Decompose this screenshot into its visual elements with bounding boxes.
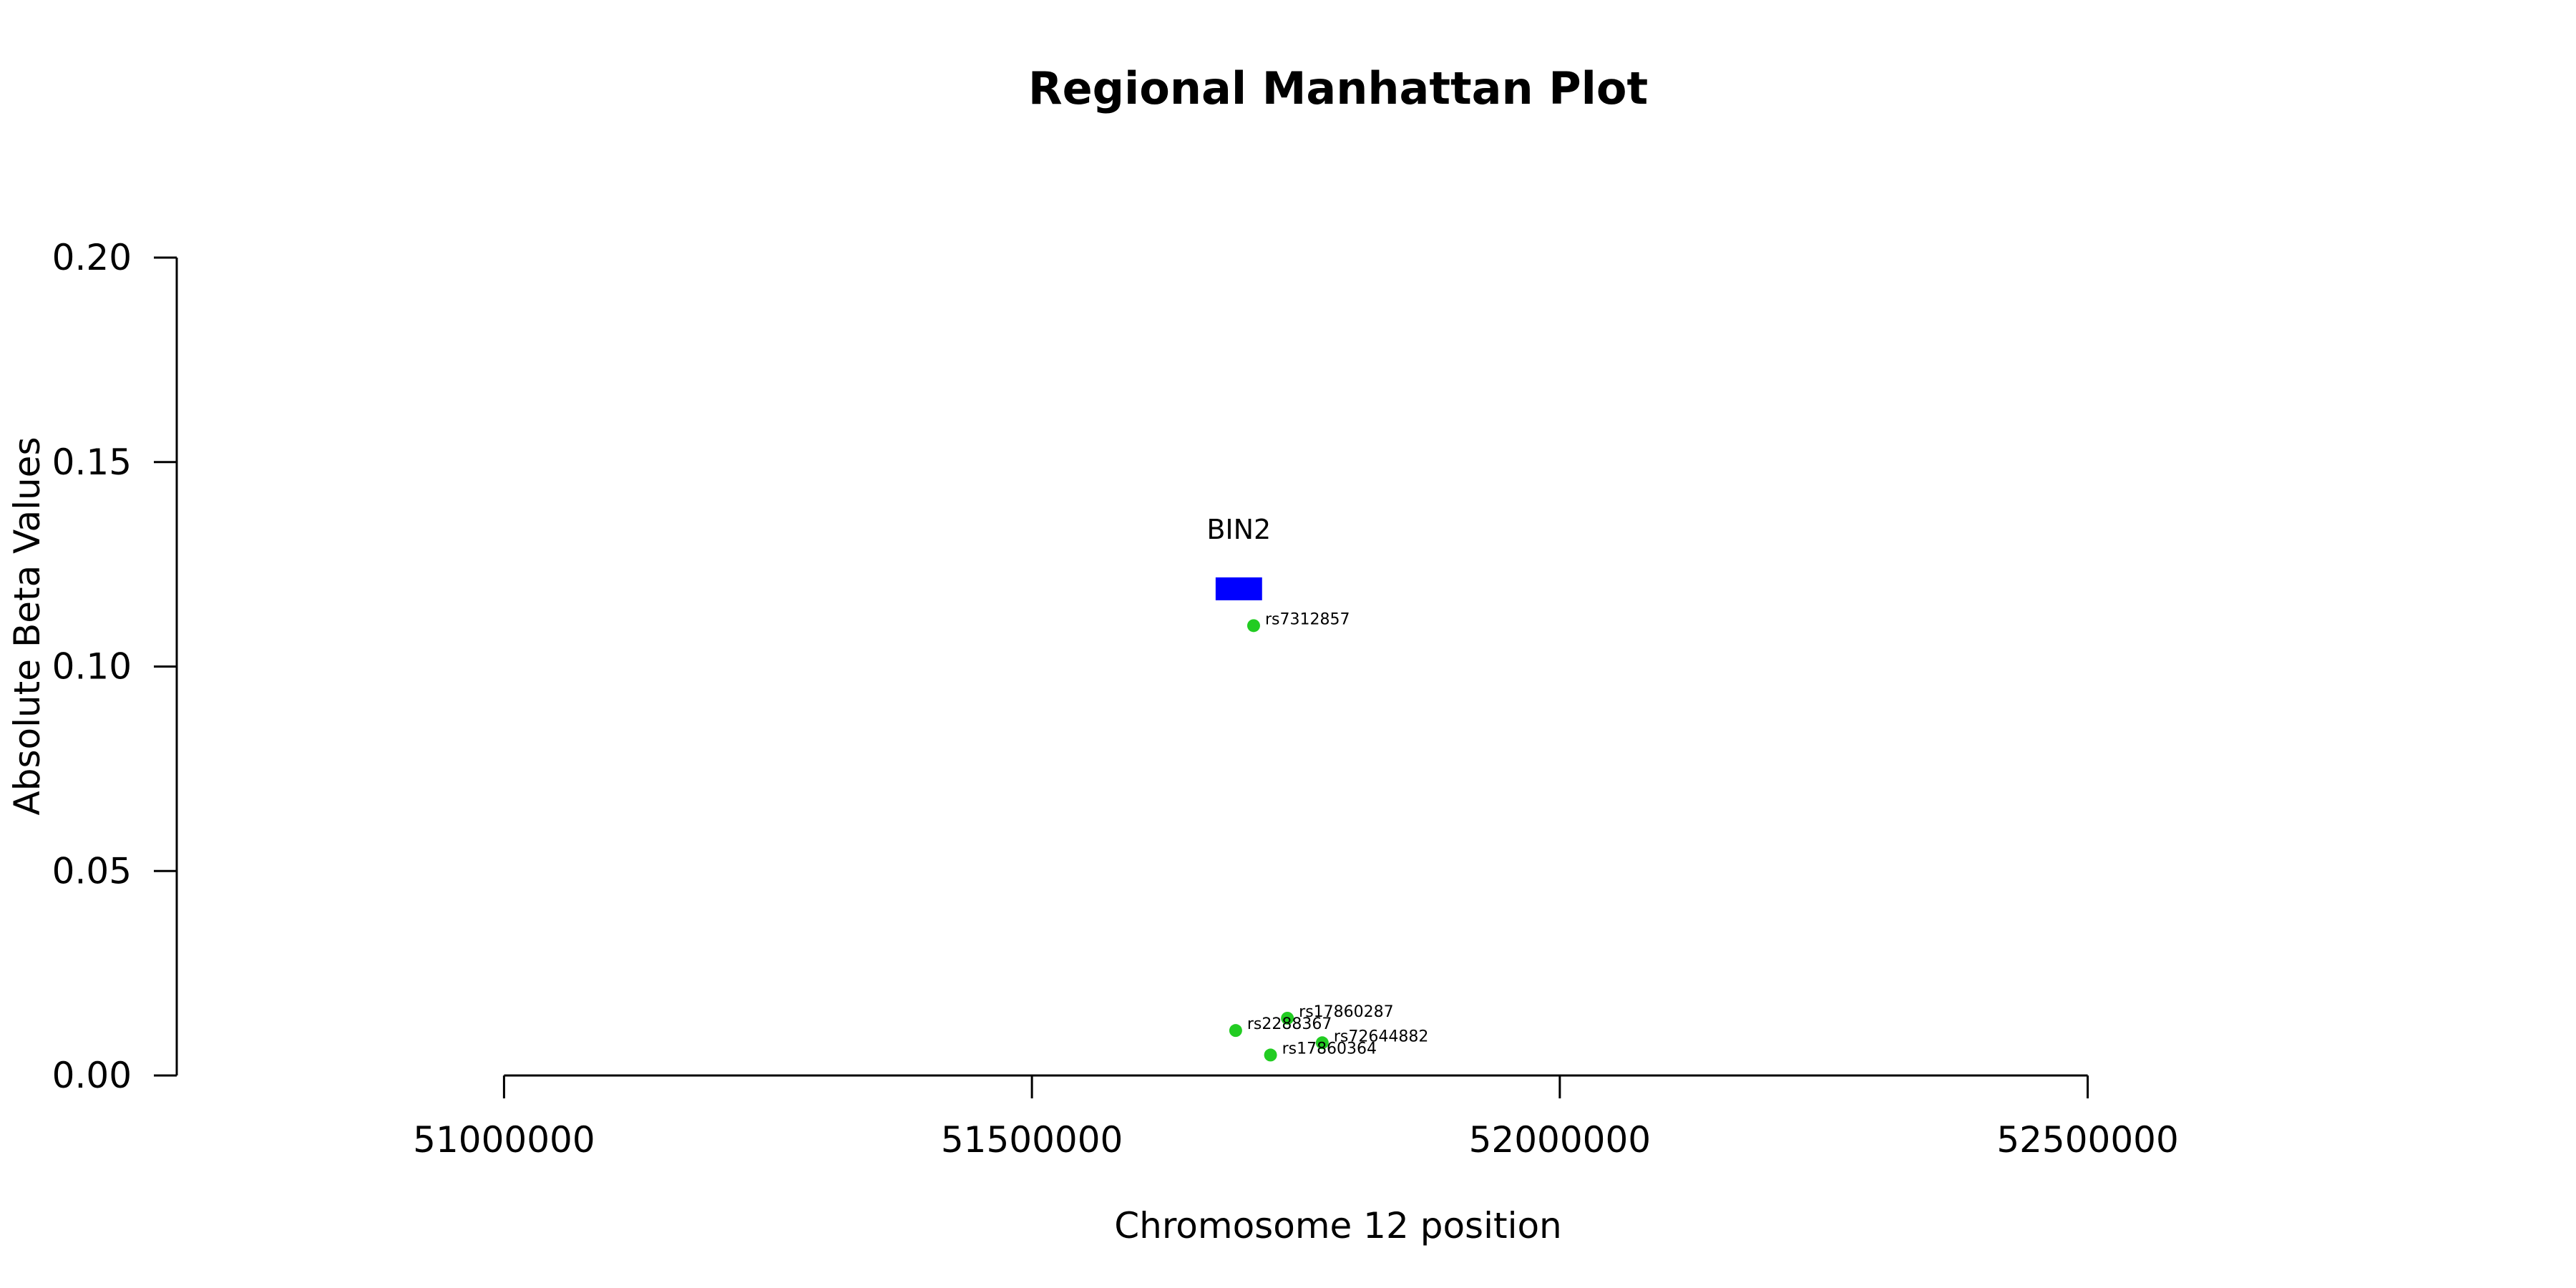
x-axis-label: Chromosome 12 position <box>1114 1205 1562 1246</box>
snp-label: rs2288367 <box>1247 1015 1332 1033</box>
points-layer: rs7312857 rs17860287rs2288367rs72644882rs… <box>1229 610 1428 1062</box>
y-tick-label: 0.10 <box>52 646 132 688</box>
snp-point <box>1281 1011 1294 1025</box>
gene-bar <box>1215 577 1262 600</box>
x-tick-label: 52000000 <box>1469 1119 1652 1161</box>
snp-point <box>1264 1048 1277 1062</box>
snp-label: rs17860287 <box>1299 1003 1393 1021</box>
y-tick-label: 0.05 <box>52 850 132 892</box>
y-tick-label: 0.15 <box>52 441 132 483</box>
x-tick-label: 51000000 <box>413 1119 595 1161</box>
snp-point <box>1246 619 1260 633</box>
chart-title: Regional Manhattan Plot <box>1028 62 1648 114</box>
x-tick-label: 51500000 <box>941 1119 1123 1161</box>
snp-point <box>1229 1024 1242 1038</box>
y-axis: 0.00 0.05 0.10 0.15 0.20 <box>52 237 178 1096</box>
gene-label: BIN2 <box>1206 514 1271 545</box>
y-tick-label: 0.20 <box>52 237 132 278</box>
y-tick-label: 0.00 <box>52 1055 132 1096</box>
snp-point <box>1315 1036 1329 1050</box>
snp-label: rs7312857 <box>1265 610 1350 628</box>
snp-label: rs17860364 <box>1282 1040 1377 1058</box>
x-axis: 51000000 51500000 52000000 52500000 <box>413 1074 2179 1161</box>
x-tick-label: 52500000 <box>1996 1119 2179 1161</box>
genes-layer: BIN2 <box>1206 514 1271 600</box>
snp-label: rs72644882 <box>1334 1028 1428 1045</box>
y-axis-label: Absolute Beta Values <box>6 437 48 816</box>
